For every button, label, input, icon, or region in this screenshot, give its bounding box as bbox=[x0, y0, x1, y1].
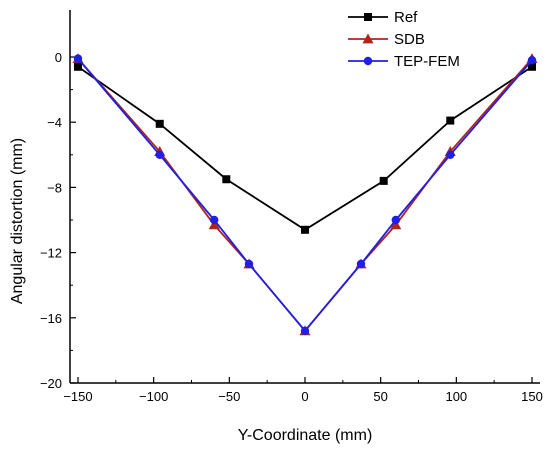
legend-marker-sdb bbox=[362, 33, 374, 44]
axis-ticks: −150 −100 −50 0 50 100 150 0 −4 −8 −12 −16 −20 bbox=[40, 50, 543, 404]
series-tep-fem bbox=[73, 54, 537, 336]
y-axis-title: Angular distortion (mm) bbox=[9, 138, 26, 304]
x-tick-label: 150 bbox=[521, 389, 543, 404]
legend-item-tep-fem: TEP-FEM bbox=[348, 53, 460, 70]
legend: Ref SDB TEP-FEM bbox=[348, 9, 460, 70]
data-point-tep-fem bbox=[210, 215, 219, 225]
series-layer bbox=[72, 53, 538, 336]
data-point-ref bbox=[528, 62, 536, 71]
data-point-ref bbox=[74, 62, 82, 71]
legend-label-ref: Ref bbox=[394, 9, 418, 26]
y-tick-label: −12 bbox=[40, 246, 62, 261]
data-point-tep-fem bbox=[155, 150, 164, 159]
x-tick-label: 50 bbox=[373, 389, 387, 404]
y-tick-label: 0 bbox=[55, 50, 62, 65]
x-axis-title: Y-Coordinate (mm) bbox=[238, 427, 373, 444]
series-sdb bbox=[72, 53, 538, 336]
data-point-tep-fem bbox=[244, 259, 254, 269]
y-tick-label: −8 bbox=[47, 180, 62, 195]
series-line-tep-fem bbox=[77, 58, 533, 333]
data-point-sdb bbox=[390, 219, 402, 230]
data-point-tep-fem bbox=[446, 150, 455, 159]
legend-item-sdb: SDB bbox=[348, 31, 425, 48]
data-point-ref bbox=[446, 116, 455, 125]
legend-item-ref: Ref bbox=[348, 9, 418, 26]
legend-label-tep-fem: TEP-FEM bbox=[394, 53, 460, 70]
data-point-ref bbox=[379, 176, 388, 185]
series-ref bbox=[74, 62, 536, 234]
data-point-tep-fem bbox=[300, 326, 310, 336]
x-tick-label: 100 bbox=[445, 389, 467, 404]
x-tick-label: 0 bbox=[301, 389, 308, 404]
data-point-tep-fem bbox=[527, 56, 537, 65]
data-point-tep-fem bbox=[356, 259, 366, 269]
data-point-ref bbox=[222, 175, 231, 184]
x-tick-label: −50 bbox=[218, 389, 240, 404]
data-point-sdb bbox=[208, 219, 220, 230]
data-point-ref bbox=[301, 225, 309, 234]
series-line-sdb bbox=[77, 58, 533, 333]
y-tick-label: −20 bbox=[40, 376, 62, 391]
legend-label-sdb: SDB bbox=[394, 31, 425, 48]
data-point-tep-fem bbox=[391, 215, 400, 225]
x-tick-label: −100 bbox=[139, 389, 168, 404]
data-point-ref bbox=[155, 119, 164, 128]
x-tick-label: −150 bbox=[63, 389, 92, 404]
y-tick-label: −16 bbox=[40, 311, 62, 326]
series-line-ref bbox=[77, 66, 533, 231]
legend-marker-tep-fem bbox=[363, 56, 373, 66]
data-point-tep-fem bbox=[73, 54, 83, 63]
legend-marker-ref bbox=[364, 13, 372, 21]
y-tick-label: −4 bbox=[47, 115, 62, 130]
